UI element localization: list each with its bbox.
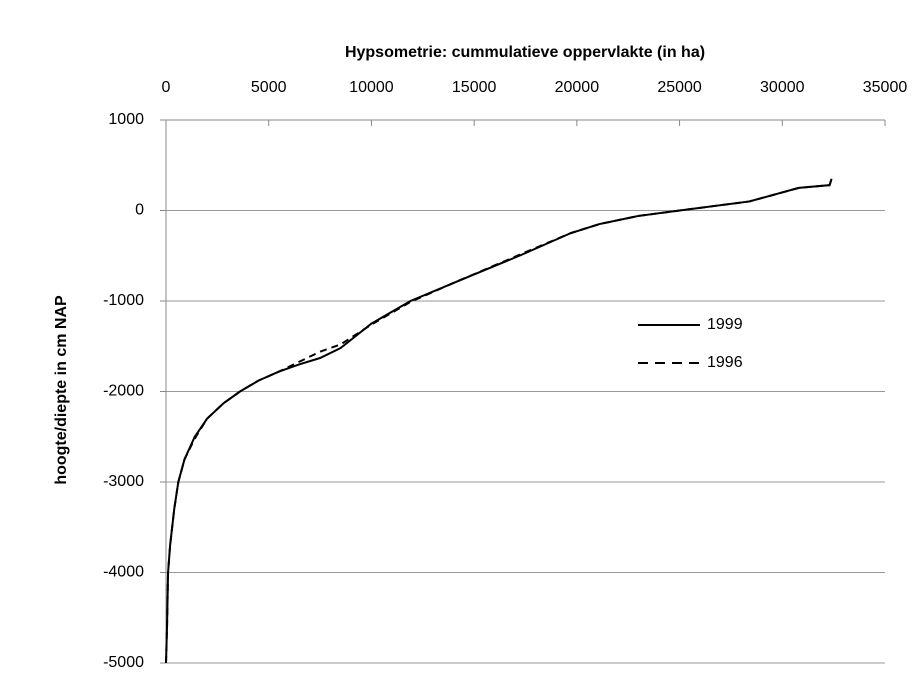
legend-label: 1996 [707, 354, 743, 371]
x-tick-label: 15000 [452, 79, 497, 96]
x-tick-label: 20000 [555, 79, 600, 96]
y-axis-label: hoogte/diepte in cm NAP [53, 295, 70, 485]
series-line [165, 178, 833, 664]
series-line [165, 178, 833, 664]
y-tick-label: -5000 [103, 654, 144, 671]
chart-title: Hypsometrie: cummulatieve oppervlakte (i… [345, 44, 705, 61]
x-tick-label: 25000 [657, 79, 702, 96]
x-tick-label: 30000 [760, 79, 805, 96]
y-tick-label: -2000 [103, 383, 144, 400]
x-tick-label: 35000 [863, 79, 908, 96]
x-tick-label: 10000 [349, 79, 394, 96]
x-tick-label: 5000 [251, 79, 287, 96]
y-tick-label: -3000 [103, 473, 144, 490]
x-tick-label: 0 [162, 79, 171, 96]
legend-label: 1999 [707, 316, 743, 333]
y-tick-label: 0 [135, 202, 144, 219]
y-tick-label: -1000 [103, 292, 144, 309]
y-tick-label: 1000 [108, 111, 144, 128]
y-tick-label: -4000 [103, 564, 144, 581]
